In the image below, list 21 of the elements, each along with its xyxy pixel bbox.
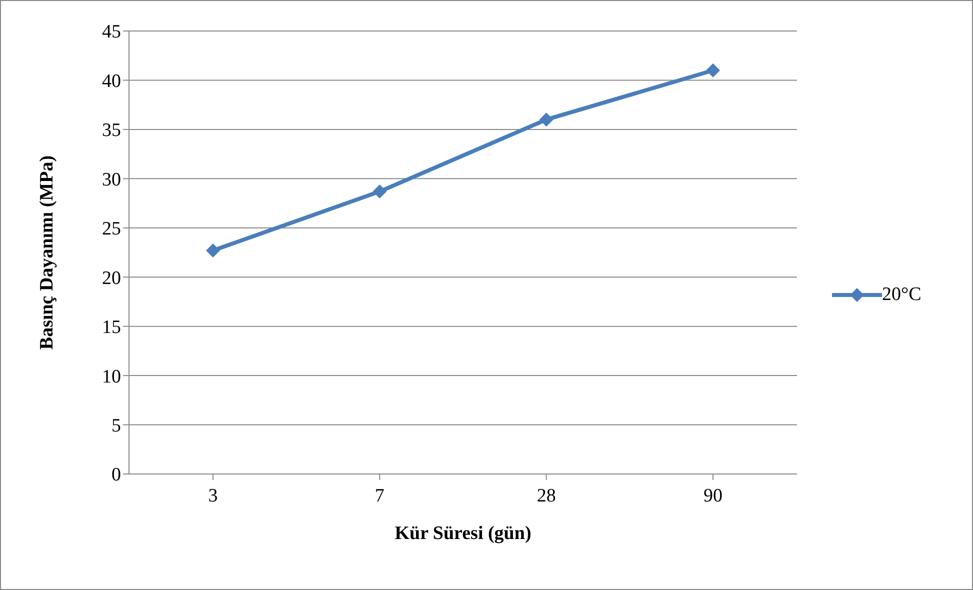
legend-label: 20°C [882, 284, 922, 306]
point [706, 63, 720, 78]
y-tick-label: 0 [112, 464, 121, 486]
x-axis-title: Kür Süresi (gün) [394, 523, 532, 544]
x-tick-label: 28 [536, 485, 556, 506]
y-tick-label: 15 [102, 317, 121, 338]
y-tick-label: 30 [102, 169, 121, 190]
y-tick-label: 40 [102, 70, 121, 92]
point [206, 244, 220, 258]
y-tick-label: 45 [102, 22, 121, 43]
y-tick-label: 5 [112, 416, 121, 437]
x-tick-label: 7 [374, 485, 384, 506]
point [539, 112, 554, 127]
y-tick-label: 20 [102, 268, 121, 289]
y-tick-label: 10 [102, 366, 121, 388]
x-tick-label: 90 [704, 485, 722, 506]
y-tick-label: 35 [102, 120, 121, 142]
x-tick-label: 3 [208, 485, 218, 506]
point [372, 184, 387, 198]
y-tick-label: 25 [102, 218, 121, 240]
y-axis-title: Basınç Dayanımı (MPa) [36, 155, 58, 350]
